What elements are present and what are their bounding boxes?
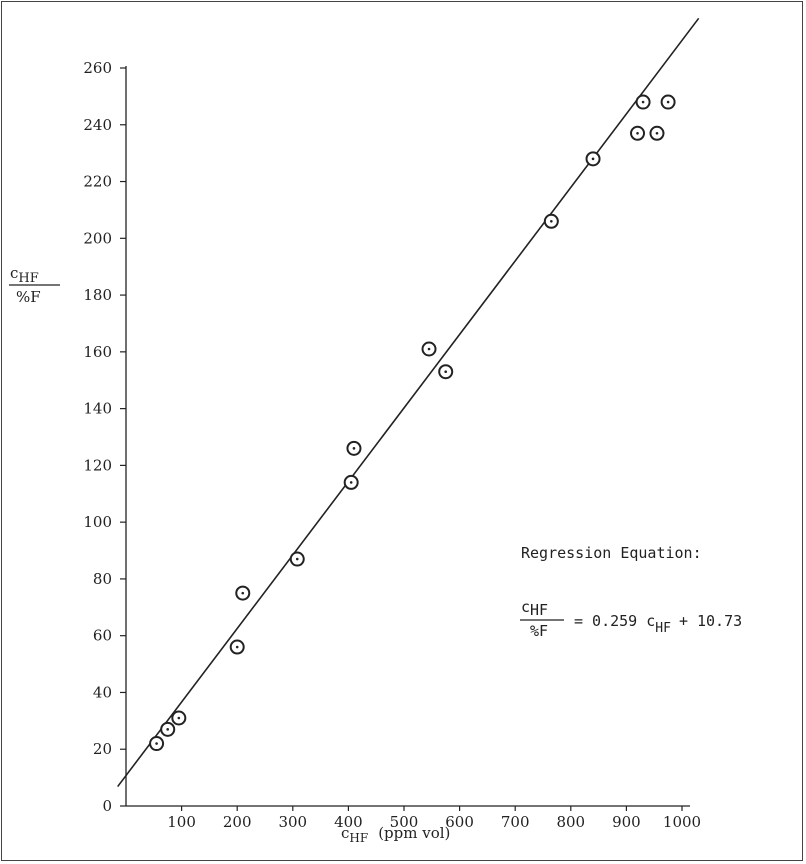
data-point	[585, 151, 601, 167]
data-point-dot	[427, 347, 431, 351]
annotation-den: %F	[530, 622, 548, 640]
data-point	[346, 440, 362, 456]
x-tick-label: 400	[334, 813, 363, 831]
x-axis-label: cHF (ppm vol)	[341, 824, 450, 845]
y-tick-label: 120	[83, 456, 112, 474]
data-point-dot	[444, 370, 448, 374]
points-layer	[149, 94, 676, 752]
data-point-dot	[636, 131, 639, 135]
annotation-title: Regression Equation:	[521, 544, 702, 562]
data-point-dot	[177, 716, 181, 720]
x-label-rest: (ppm vol)	[378, 824, 450, 842]
x-tick-label: 300	[278, 813, 307, 831]
data-point	[660, 94, 676, 110]
y-tick-label: 40	[93, 683, 112, 701]
y-tick-label: 20	[93, 740, 112, 758]
y-tick-label: 200	[83, 229, 112, 247]
data-point	[235, 585, 251, 601]
y-tick-label: 140	[83, 400, 112, 418]
x-tick-label: 200	[223, 813, 252, 831]
svg-text:cHF: cHF	[521, 598, 548, 619]
x-tick-label: 700	[501, 813, 530, 831]
data-point-dot	[349, 481, 353, 484]
data-point	[289, 551, 305, 567]
data-point-dot	[295, 557, 299, 561]
annotation-num-sub: HF	[530, 601, 548, 619]
y-tick-label: 80	[93, 570, 112, 588]
data-point	[343, 474, 359, 490]
regression-line	[117, 17, 700, 788]
data-point	[149, 736, 165, 752]
data-point-dot	[550, 219, 553, 223]
data-point	[635, 94, 651, 110]
data-point-dot	[655, 131, 659, 135]
x-tick-label: 900	[612, 813, 641, 831]
regression-annotation: Regression Equation: cHF %F = 0.259 cHF +…	[520, 544, 742, 640]
annotation-rhs-part2: + 10.73	[679, 612, 742, 630]
data-point	[171, 710, 187, 726]
data-point	[543, 213, 559, 229]
data-point-dot	[352, 447, 356, 450]
data-point-dot	[241, 591, 245, 595]
data-point	[160, 721, 176, 737]
axes-layer: 0 20 40 60 80 100 120 140 160 180 200 220 240 260 100 2…	[83, 59, 701, 831]
x-tick-label: 600	[445, 813, 474, 831]
y-tick-label: 60	[93, 627, 112, 645]
data-point-dot	[666, 100, 670, 104]
y-tick-label: 260	[83, 59, 112, 77]
svg-text:= 0.259 cHF+ 10.73: = 0.259 cHF + 10.73	[574, 612, 742, 636]
data-point-dot	[235, 645, 239, 649]
x-label-main: c	[341, 824, 349, 842]
data-point	[630, 125, 646, 141]
data-point-dot	[166, 728, 169, 731]
x-label-sub: HF	[349, 831, 368, 845]
y-tick-label: 160	[83, 343, 112, 361]
annotation-rhs-sub: HF	[655, 621, 671, 636]
y-tick-label: 0	[102, 797, 112, 815]
x-tick-label: 800	[556, 813, 585, 831]
data-point	[229, 639, 245, 655]
y-label-num-sub: HF	[18, 271, 38, 286]
x-tick-label: 1000	[663, 813, 701, 831]
data-point-dot	[155, 742, 158, 745]
y-tick-label: 180	[83, 286, 112, 304]
data-point	[649, 125, 665, 141]
y-label-num-main: c	[10, 264, 18, 282]
annotation-num-main: c	[521, 598, 530, 616]
data-point	[421, 341, 437, 357]
y-axis-label: cHF %F	[9, 264, 60, 306]
data-point	[438, 364, 454, 380]
annotation-rhs-part1: = 0.259 c	[574, 612, 655, 630]
y-label-den: %F	[16, 288, 41, 306]
y-tick-label: 100	[83, 513, 112, 531]
y-tick-label: 220	[83, 173, 112, 191]
fit-layer	[117, 17, 700, 788]
data-point-dot	[591, 157, 595, 161]
data-point-dot	[641, 100, 645, 104]
svg-text:cHF: cHF	[10, 264, 39, 286]
x-tick-label: 100	[167, 813, 196, 831]
x-tick-label: 500	[390, 813, 419, 831]
y-tick-label: 240	[83, 116, 112, 134]
